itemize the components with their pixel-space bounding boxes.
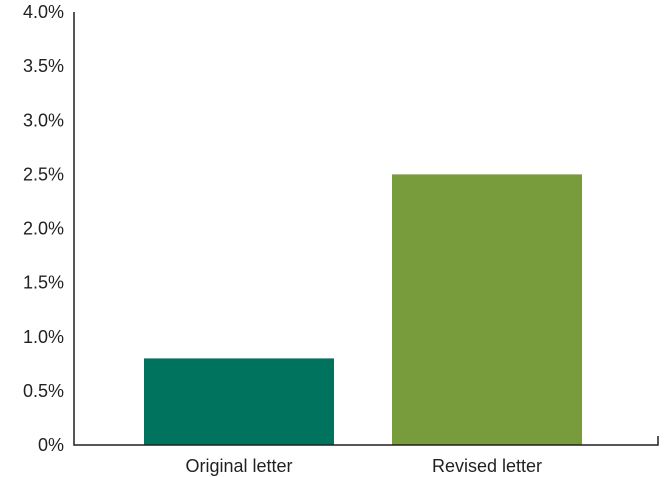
axes	[73, 12, 659, 446]
y-tick-label: 3.0%	[23, 110, 64, 130]
bars	[144, 174, 582, 445]
x-category-label: Revised letter	[432, 456, 542, 476]
y-tick-label: 2.0%	[23, 219, 64, 239]
y-tick-label: 0.5%	[23, 381, 64, 401]
y-tick-label: 3.5%	[23, 56, 64, 76]
x-axis-labels: Original letter Revised letter	[185, 456, 542, 476]
bar-revised-letter	[392, 174, 582, 445]
x-category-label: Original letter	[185, 456, 292, 476]
y-tick-label: 1.0%	[23, 327, 64, 347]
y-tick-label: 1.5%	[23, 273, 64, 293]
y-tick-label: 2.5%	[23, 164, 64, 184]
y-axis-ticks: 0% 0.5% 1.0% 1.5% 2.0% 2.5% 3.0% 3.5% 4.0%	[23, 2, 64, 455]
y-tick-label: 0%	[38, 435, 64, 455]
y-tick-label: 4.0%	[23, 2, 64, 22]
bar-original-letter	[144, 358, 334, 445]
